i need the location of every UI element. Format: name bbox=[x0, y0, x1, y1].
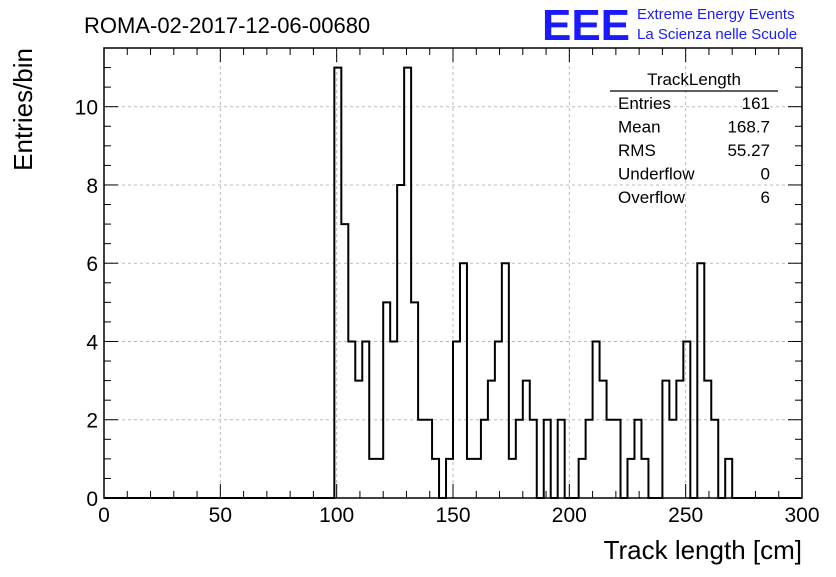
x-tick-label: 200 bbox=[552, 504, 587, 527]
stats-row-label: Mean bbox=[618, 118, 661, 137]
axis-ticks bbox=[103, 47, 803, 499]
eee-logo: EEE bbox=[542, 1, 630, 50]
stats-title: TrackLength bbox=[647, 70, 741, 89]
x-tick-label: 150 bbox=[435, 504, 470, 527]
y-tick-label: 2 bbox=[86, 410, 98, 433]
stats-row-label: Overflow bbox=[618, 188, 686, 207]
org-name-line2: La Scienza nelle Scuole bbox=[637, 26, 797, 43]
y-axis-title: Entries/bin bbox=[8, 48, 38, 171]
x-axis-title: Track length [cm] bbox=[604, 535, 802, 565]
y-tick-label: 0 bbox=[86, 488, 98, 511]
stats-row-value: 161 bbox=[742, 94, 770, 113]
stats-row-value: 168.7 bbox=[727, 118, 770, 137]
y-tick-label: 10 bbox=[75, 97, 98, 120]
x-tick-label: 50 bbox=[209, 504, 232, 527]
y-tick-label: 6 bbox=[86, 253, 98, 276]
tick-labels: 0 50 100 150 200 250 300 0 2 4 6 8 10 bbox=[75, 97, 820, 527]
run-title: ROMA-02-2017-12-06-00680 bbox=[84, 13, 370, 38]
stats-row-label: RMS bbox=[618, 141, 656, 160]
stats-row-value: 55.27 bbox=[727, 141, 770, 160]
stats-row-label: Underflow bbox=[618, 165, 695, 184]
stats-row-label: Entries bbox=[618, 94, 671, 113]
y-tick-label: 4 bbox=[86, 331, 98, 354]
x-tick-label: 250 bbox=[668, 504, 703, 527]
x-tick-label: 100 bbox=[319, 504, 354, 527]
y-tick-label: 8 bbox=[86, 175, 98, 198]
x-tick-label: 300 bbox=[784, 504, 819, 527]
org-name-line1: Extreme Energy Events bbox=[637, 6, 795, 23]
x-tick-label: 0 bbox=[98, 504, 110, 527]
stats-row-value: 6 bbox=[761, 188, 770, 207]
stats-row-value: 0 bbox=[761, 165, 770, 184]
stats-box: TrackLength Entries 161 Mean 168.7 RMS 55.27 U… bbox=[610, 70, 778, 207]
stats-rows: Entries 161 Mean 168.7 RMS 55.27 Underflow 0 Ove… bbox=[618, 94, 770, 207]
